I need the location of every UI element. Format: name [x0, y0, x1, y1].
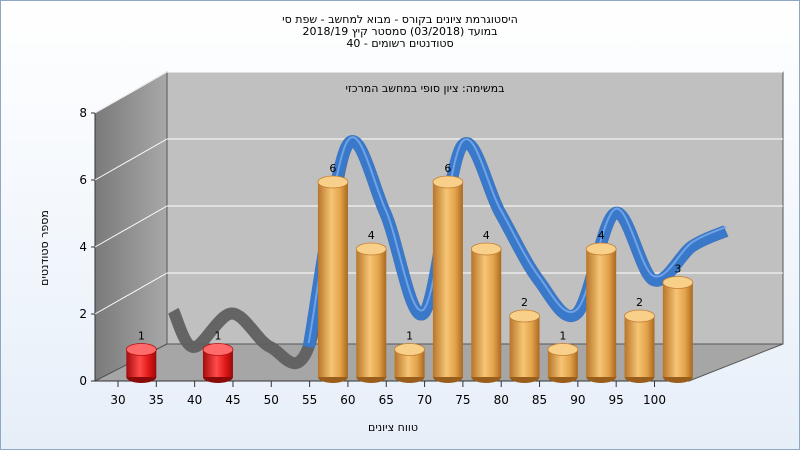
x-tick-label: 75 [455, 393, 470, 407]
chart-title-line-1: היסטוגרמת ציונים בקורס - מבוא למחשב - שפ… [282, 13, 518, 26]
bar: 2 [624, 296, 655, 383]
x-tick-label: 80 [494, 393, 509, 407]
grid-line-left [94, 71, 168, 114]
curve-highlight-segment [302, 135, 729, 349]
bar-value-label: 4 [598, 229, 605, 242]
bar-top [317, 175, 349, 189]
bar-value-label: 2 [636, 296, 643, 309]
x-tick-label: 90 [570, 393, 585, 407]
bar-body [356, 249, 387, 377]
y-tick-label: 6 [79, 173, 87, 187]
bar-top [547, 343, 579, 356]
x-tick-label: 100 [643, 393, 666, 407]
x-tick-label: 55 [302, 393, 317, 407]
x-tick-label: 70 [417, 393, 432, 407]
bar: 1 [125, 330, 157, 383]
y-tick-label: 0 [79, 374, 87, 388]
x-tick-label: 40 [187, 393, 202, 407]
bar: 4 [470, 229, 502, 383]
bar-top [662, 276, 694, 289]
bar: 2 [509, 296, 540, 383]
bar-top [432, 175, 464, 189]
bar: 1 [547, 330, 579, 383]
bar: 6 [432, 162, 464, 383]
x-tick-label: 65 [379, 393, 394, 407]
bar-top [470, 242, 502, 256]
bar: 1 [202, 330, 234, 383]
x-tick-label: 50 [264, 393, 279, 407]
bar-value-label: 4 [368, 229, 375, 242]
bar-body [586, 249, 617, 377]
bar-body [662, 282, 693, 377]
y-tick-label: 8 [79, 106, 87, 120]
bar-body [432, 182, 463, 377]
bar-value-label: 2 [521, 296, 528, 309]
grid-line-left [94, 272, 168, 315]
bar: 6 [317, 162, 349, 383]
bar-top [624, 309, 655, 323]
grid-line-left [94, 138, 168, 181]
bar: 1 [394, 330, 425, 383]
bars: 1 1 6 4 1 6 4 2 1 4 2 3 [125, 162, 694, 383]
bar-value-label: 6 [444, 162, 451, 175]
bar-value-label: 6 [329, 162, 336, 175]
bar-value-label: 1 [406, 330, 413, 343]
bar-body [471, 249, 502, 377]
y-axis-label: מספר סטודנטים [38, 210, 51, 286]
chart-title-line-3: סטודנטים רשומים - 40 [346, 37, 454, 50]
bar-top [394, 343, 425, 356]
x-tick-label: 45 [225, 393, 240, 407]
y-axis-ticks: 0 2 4 6 8 [79, 106, 95, 388]
bar-top [202, 343, 234, 356]
chart-title-line-2: במועד (03/2018) סמסטר קיץ 2018/19 [302, 25, 498, 38]
bar: 4 [355, 229, 387, 383]
curve-highlight-edge [307, 136, 727, 344]
y-tick-label: 2 [79, 307, 87, 321]
bar-value-label: 3 [674, 263, 681, 276]
x-tick-label: 95 [609, 393, 624, 407]
grid-line-left [94, 205, 168, 248]
x-tick-label: 35 [149, 393, 164, 407]
bar-top [509, 309, 540, 323]
chart-subtitle: במשימה: ציון סופי במחשב המרכזי [345, 82, 504, 95]
bar-value-label: 1 [138, 330, 145, 343]
x-axis-ticks: 30 35 40 45 50 55 60 65 70 75 80 85 90 95 100 [110, 381, 666, 407]
bar-body [624, 316, 655, 377]
bar-body [317, 182, 348, 377]
bar-value-label: 1 [214, 330, 221, 343]
x-axis-label: טווח ציונים [368, 421, 418, 434]
x-tick-label: 85 [532, 393, 547, 407]
bar: 4 [585, 229, 617, 383]
bar-top [125, 343, 157, 356]
bar-value-label: 1 [559, 330, 566, 343]
bar: 3 [662, 263, 694, 383]
x-tick-label: 30 [110, 393, 125, 407]
x-tick-label: 60 [340, 393, 355, 407]
bar-value-label: 4 [483, 229, 490, 242]
bar-top [355, 242, 387, 256]
bar-body [509, 316, 540, 377]
bar-top [585, 242, 617, 256]
y-tick-label: 4 [79, 240, 87, 254]
